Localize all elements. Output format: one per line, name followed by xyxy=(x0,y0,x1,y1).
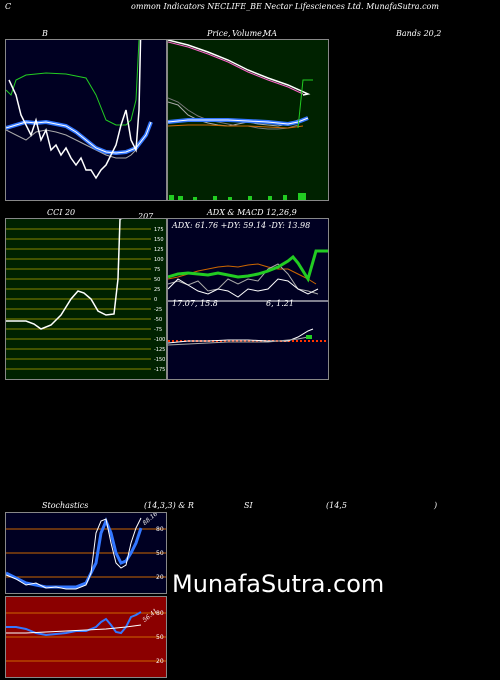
cci-level-label: -75 xyxy=(154,327,162,333)
cci-label: CCI 20 xyxy=(47,208,76,217)
adx-gray xyxy=(168,263,319,295)
cci-level-label: 75 xyxy=(154,267,160,273)
macd-gray xyxy=(168,336,309,346)
price-volume-panel xyxy=(167,39,329,201)
cci-level-label: 150 xyxy=(154,237,164,243)
rsi-panel: 80 50 20 56.41 xyxy=(5,596,167,678)
stoch-d-line xyxy=(6,517,143,589)
rsi-close: ) xyxy=(434,501,438,510)
adx-macd-panel: ADX: 61.76 +DY: 59.14 -DY: 13.98 17.07, … xyxy=(167,218,329,380)
cci-last-value: 207 xyxy=(138,212,154,221)
cci-level-label: -50 xyxy=(154,317,162,323)
page-title: ommon Indicators NECLIFE_BE Nectar Lifes… xyxy=(131,2,439,11)
price-last-green xyxy=(297,79,313,129)
adx-white xyxy=(168,278,319,298)
macd-left-readout: 17.07, 15.8 xyxy=(172,299,218,308)
cci-level-label: 0 xyxy=(154,297,157,303)
rsi-white-line xyxy=(6,624,142,634)
bollinger-price-line xyxy=(8,40,142,180)
cci-level-label: 25 xyxy=(154,287,160,293)
cci-level-label: 100 xyxy=(154,257,164,263)
price-ma-gray2 xyxy=(168,97,299,130)
price-pink-line xyxy=(168,41,304,95)
stoch-params: (14,3,3) & R xyxy=(144,501,194,510)
header-c: C xyxy=(5,2,12,11)
svg-text:50: 50 xyxy=(156,634,164,641)
svg-text:80: 80 xyxy=(156,610,164,617)
bands-label-b: B xyxy=(42,29,48,38)
volume-label: Volume, xyxy=(232,29,265,38)
price-label: Price, xyxy=(207,29,231,38)
cci-level-label: 175 xyxy=(154,227,164,233)
stochastics-panel: 80 50 20 88.16 xyxy=(5,512,167,594)
rsi-params: (14,5 xyxy=(326,501,347,510)
stoch-label: Stochastics xyxy=(42,501,89,510)
cci-level-label: -150 xyxy=(154,357,165,363)
svg-text:80: 80 xyxy=(156,526,164,533)
price-ma-orange xyxy=(168,124,304,129)
adx-macd-label: ADX & MACD 12,26,9 xyxy=(207,208,297,217)
bollinger-panel xyxy=(5,39,167,201)
cci-line xyxy=(6,219,123,330)
bollinger-middle-line xyxy=(6,121,152,154)
svg-text:20: 20 xyxy=(156,658,164,665)
rsi-blue-line xyxy=(6,611,142,637)
svg-text:50: 50 xyxy=(156,550,164,557)
adx-green xyxy=(168,249,328,283)
price-white-line xyxy=(168,40,311,96)
macd-right-readout: 6, 1.21 xyxy=(266,299,294,308)
cci-level-label: -25 xyxy=(154,307,162,313)
watermark: MunafaSutra.com xyxy=(172,570,385,598)
cci-level-label: -125 xyxy=(154,347,165,353)
cci-level-label: -100 xyxy=(154,337,165,343)
cci-level-label: 50 xyxy=(154,277,160,283)
cci-level-label: 125 xyxy=(154,247,164,253)
volume-bars xyxy=(169,193,306,200)
cci-panel: 175 150 125 100 75 50 25 0 -25 -50 -75 -100 -125 -150… xyxy=(5,218,167,380)
price-ma-white xyxy=(168,117,309,125)
bollinger-upper-band xyxy=(6,40,140,126)
adx-readout: ADX: 61.76 +DY: 59.14 -DY: 13.98 xyxy=(172,221,311,230)
ma-label: MA xyxy=(263,29,277,38)
rsi-label: SI xyxy=(244,501,253,510)
cci-level-label: -175 xyxy=(154,367,165,373)
bands-label-right: Bands 20,2 xyxy=(396,29,442,38)
svg-text:20: 20 xyxy=(156,574,164,581)
stoch-k-line xyxy=(6,517,142,590)
macd-white xyxy=(168,328,314,344)
